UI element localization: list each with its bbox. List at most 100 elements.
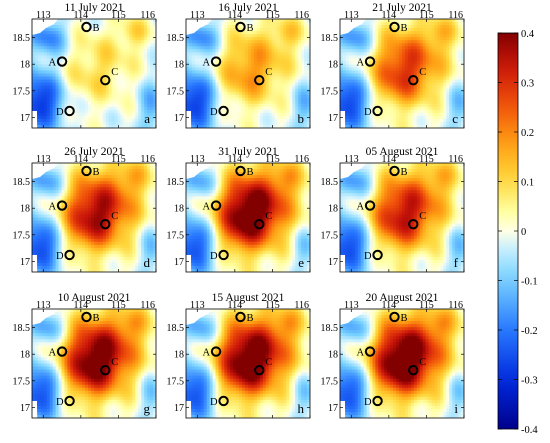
station-label-C: C — [111, 211, 118, 222]
colorbar-tick-label: 0 — [521, 227, 526, 238]
y-tick-label: 17.5 — [167, 230, 185, 241]
no-data-region — [186, 163, 212, 179]
station-marker-B — [81, 165, 92, 177]
no-data-region — [340, 111, 345, 128]
station-label-B: B — [246, 167, 253, 178]
station-marker-B — [389, 165, 400, 177]
y-tick-label: 17 — [328, 403, 338, 414]
panel-frame — [185, 308, 311, 419]
station-label-A: A — [202, 202, 210, 213]
y-tick-label: 17.5 — [167, 86, 185, 97]
station-marker-C — [254, 364, 265, 376]
x-tick-label: 116 — [294, 10, 309, 21]
station-label-A: A — [202, 58, 210, 69]
y-tick-label: 18 — [328, 350, 338, 361]
x-tick-label: 113 — [36, 154, 51, 165]
panel-letter: a — [144, 111, 150, 126]
y-tick-label: 18 — [328, 60, 338, 71]
x-tick-label: 113 — [36, 300, 51, 311]
y-tick-label: 18 — [20, 350, 30, 361]
no-data-region — [32, 163, 58, 179]
panel-title: 21 July 2021 — [372, 2, 432, 14]
heatmap-grid — [32, 19, 156, 128]
panel-title: 05 August 2021 — [366, 146, 439, 158]
x-tick-label: 114 — [74, 300, 89, 311]
x-tick-label: 113 — [344, 154, 359, 165]
station-marker-A — [364, 346, 376, 357]
x-tick-label: 116 — [294, 154, 309, 165]
heatmap-grid — [340, 163, 464, 272]
station-label-D: D — [364, 251, 372, 262]
station-marker-A — [210, 200, 222, 211]
station-marker-B — [389, 21, 400, 33]
station-marker-D — [218, 395, 229, 407]
map-panel-e: 31 July 2021 113 114 115 116 18.5 18 17.5 17 A B C D… — [167, 146, 311, 273]
x-tick-label: 116 — [448, 300, 463, 311]
no-data-region — [186, 401, 191, 418]
station-marker-A — [210, 346, 222, 357]
x-tick-label: 115 — [419, 300, 434, 311]
station-marker-A — [364, 200, 376, 211]
station-marker-C — [100, 74, 111, 86]
y-tick-label: 17.5 — [321, 376, 339, 387]
y-tick-label: 18.5 — [13, 177, 31, 188]
heatmap-grid — [340, 309, 464, 418]
station-label-B: B — [246, 313, 253, 324]
y-tick-label: 18.5 — [167, 177, 185, 188]
x-tick-label: 113 — [190, 154, 205, 165]
station-label-A: A — [356, 202, 364, 213]
x-tick-label: 114 — [228, 154, 243, 165]
panel-frame — [185, 162, 311, 273]
x-tick-label: 116 — [140, 300, 155, 311]
panel-letter: b — [298, 111, 305, 126]
heatmap-grid — [186, 19, 310, 128]
map-panel-b: 16 July 2021 113 114 115 116 18.5 18 17.5 17 A B C D… — [167, 2, 311, 129]
panel-title: 26 July 2021 — [64, 146, 124, 158]
y-tick-label: 18 — [328, 204, 338, 215]
station-marker-A — [56, 200, 68, 211]
station-marker-C — [254, 74, 265, 86]
y-tick-label: 18.5 — [321, 323, 339, 334]
station-marker-B — [81, 21, 92, 33]
y-tick-label: 18.5 — [321, 33, 339, 44]
station-marker-B — [389, 311, 400, 323]
y-tick-label: 17 — [328, 257, 338, 268]
station-label-C: C — [419, 357, 426, 368]
colorbar-gradient — [498, 33, 518, 429]
station-label-D: D — [210, 107, 218, 118]
station-label-D: D — [56, 107, 64, 118]
panel-frame — [31, 162, 157, 273]
x-tick-label: 114 — [382, 10, 397, 21]
x-tick-label: 113 — [190, 10, 205, 21]
colorbar-tick-label: -0.2 — [521, 326, 538, 337]
no-data-region — [340, 255, 345, 272]
panel-letter: h — [298, 401, 305, 416]
x-tick-label: 114 — [382, 154, 397, 165]
station-marker-B — [235, 165, 246, 177]
x-tick-label: 114 — [228, 10, 243, 21]
y-tick-label: 17.5 — [167, 376, 185, 387]
station-label-C: C — [419, 211, 426, 222]
panel-letter: e — [298, 255, 304, 270]
map-panel-c: 21 July 2021 113 114 115 116 18.5 18 17.5 17 A B C D… — [321, 2, 465, 129]
no-data-region — [32, 255, 37, 272]
x-tick-label: 113 — [190, 300, 205, 311]
y-tick-label: 18 — [20, 60, 30, 71]
colorbar-tick-label: 0.3 — [521, 79, 534, 90]
y-tick-label: 17 — [20, 403, 30, 414]
station-marker-D — [218, 105, 229, 117]
y-tick-label: 17.5 — [13, 230, 31, 241]
panel-frame — [339, 162, 465, 273]
y-tick-label: 17 — [20, 113, 30, 124]
station-marker-D — [64, 105, 75, 117]
station-marker-D — [218, 249, 229, 261]
station-label-C: C — [111, 357, 118, 368]
station-marker-A — [56, 56, 68, 67]
colorbar-tick-label: 0.4 — [521, 29, 535, 40]
x-tick-label: 115 — [265, 154, 280, 165]
panel-title: 31 July 2021 — [218, 146, 278, 158]
station-label-D: D — [364, 107, 372, 118]
y-tick-label: 18.5 — [13, 33, 31, 44]
x-tick-label: 114 — [74, 154, 89, 165]
colorbar-tick-label: -0.3 — [521, 376, 538, 387]
